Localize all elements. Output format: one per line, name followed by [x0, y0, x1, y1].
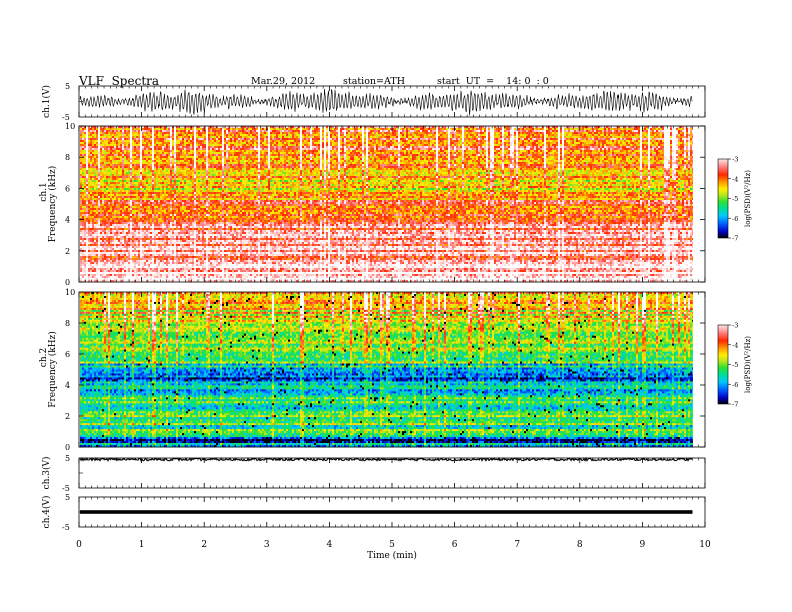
- vlf-spectra-figure: VLF Spectra Mar.29, 2012 station=ATH sta…: [0, 0, 792, 612]
- y-axis-label: ch.4(V): [41, 496, 52, 529]
- ch2-spectrogram-image: [80, 292, 693, 447]
- ch1-waveform-trace: [80, 89, 692, 116]
- y-tick-label: 2: [65, 247, 70, 256]
- y-tick-label: 0: [65, 443, 70, 452]
- y-axis-label: Frequency (kHz): [47, 166, 58, 243]
- colorbar-tick-label: -6: [732, 381, 738, 389]
- x-tick-label: 2: [201, 540, 207, 550]
- ch1-spectrogram-image: [80, 126, 693, 282]
- colorbar-tick-label: -3: [732, 156, 738, 164]
- colorbar-tick-label: -5: [732, 361, 738, 369]
- x-tick-label: 5: [389, 540, 395, 550]
- y-tick-label: 4: [65, 216, 70, 225]
- y-tick-label: 5: [65, 493, 70, 502]
- y-tick-label: 2: [65, 412, 70, 421]
- colorbar-tick-label: -4: [732, 175, 738, 183]
- y-tick-label: 5: [65, 82, 70, 91]
- x-axis-label: Time (min): [367, 550, 417, 561]
- y-tick-label: 10: [65, 288, 75, 297]
- x-tick-label: 10: [699, 540, 711, 550]
- colorbar: [718, 325, 728, 404]
- colorbar-tick-label: -4: [732, 341, 738, 349]
- y-tick-label: 0: [65, 278, 70, 287]
- y-tick-label: 6: [65, 184, 70, 193]
- x-tick-label: 0: [76, 540, 82, 550]
- x-tick-label: 7: [514, 540, 520, 550]
- y-tick-label: 8: [65, 153, 70, 162]
- x-tick-label: 4: [327, 540, 333, 550]
- y-tick-label: 5: [65, 454, 70, 463]
- colorbar-tick-label: -7: [732, 235, 738, 243]
- colorbar-label: log(PSD)(V²/Hz): [744, 170, 752, 227]
- channel-label: ch.1: [39, 182, 49, 201]
- colorbar-tick-label: -5: [732, 195, 738, 203]
- y-tick-label: -5: [62, 484, 70, 493]
- y-tick-label: -5: [62, 113, 70, 122]
- y-tick-label: 4: [65, 381, 70, 390]
- x-tick-label: 6: [452, 540, 458, 550]
- y-axis-label: ch.1(V): [41, 85, 52, 118]
- x-tick-label: 3: [264, 540, 270, 550]
- y-tick-label: 8: [65, 319, 70, 328]
- colorbar-tick-label: -3: [732, 322, 738, 330]
- y-axis-label: Frequency (kHz): [47, 331, 58, 408]
- colorbar-tick-label: -6: [732, 215, 738, 223]
- y-axis-label: ch.3(V): [41, 457, 52, 490]
- y-tick-label: -5: [62, 523, 70, 532]
- chart-canvas: 5-5ch.1(V)0246810Frequency (kHz)ch.1-3-4…: [0, 0, 792, 612]
- x-tick-label: 9: [640, 540, 646, 550]
- y-tick-label: 10: [65, 122, 75, 131]
- y-tick-label: 6: [65, 350, 70, 359]
- colorbar-label: log(PSD)(V²/Hz): [744, 336, 752, 393]
- ch4-waveform-trace: [80, 510, 692, 514]
- colorbar: [718, 159, 728, 238]
- channel-label: ch.2: [39, 348, 49, 367]
- x-tick-label: 1: [139, 540, 145, 550]
- colorbar-tick-label: -7: [732, 401, 738, 409]
- x-tick-label: 8: [577, 540, 583, 550]
